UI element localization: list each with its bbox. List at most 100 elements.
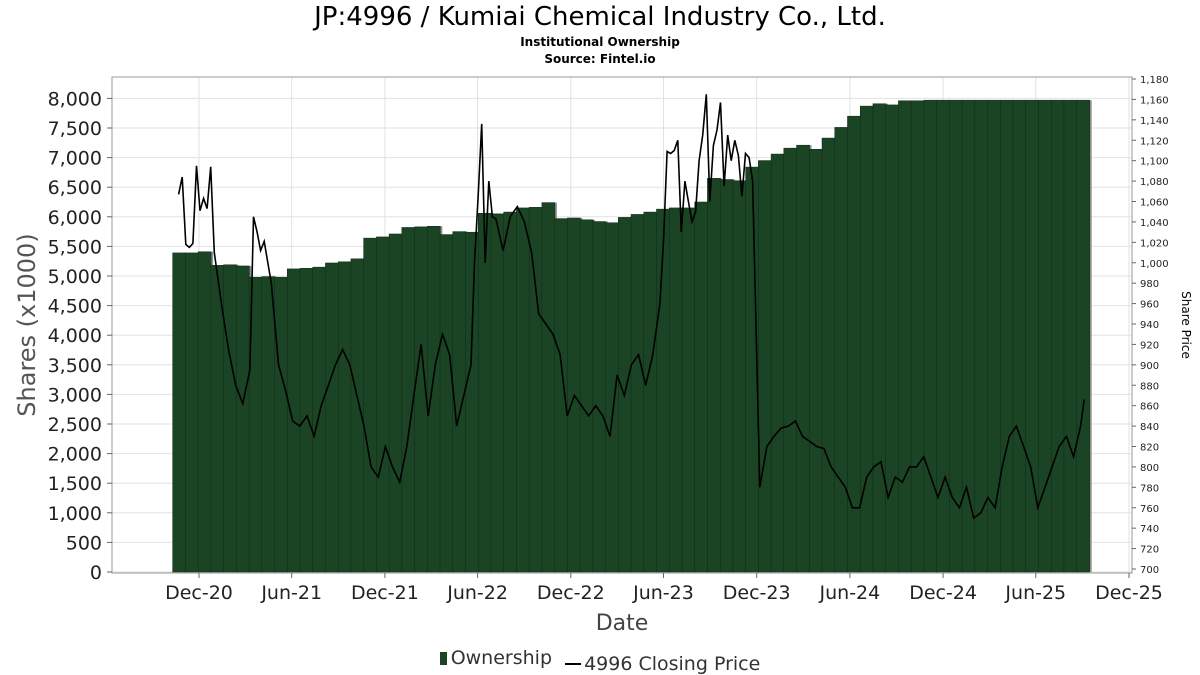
y2-tick-label: 1,100 xyxy=(1140,157,1169,168)
y-tick-label: 500 xyxy=(66,532,102,554)
ownership-bar xyxy=(528,207,543,573)
x-tick-label: Jun-24 xyxy=(819,582,881,604)
ownership-bar xyxy=(554,218,568,573)
ownership-bar xyxy=(465,231,479,573)
ownership-bar xyxy=(758,160,772,573)
y2-tick-label: 1,040 xyxy=(1140,218,1169,229)
x-tick-label: Dec-20 xyxy=(165,582,233,604)
ownership-bar xyxy=(783,147,798,573)
legend-price-label: 4996 Closing Price xyxy=(584,652,761,675)
y2-tick-label: 760 xyxy=(1140,504,1159,515)
ownership-bar xyxy=(541,202,556,573)
y-tick-label: 2,000 xyxy=(48,444,102,466)
y2-tick-label: 1,060 xyxy=(1140,198,1169,209)
legend-price-swatch xyxy=(565,662,582,665)
ownership-bar xyxy=(1012,99,1027,573)
ownership-bar xyxy=(299,268,314,573)
y2-tick-label: 700 xyxy=(1140,565,1159,576)
x-tick-label: Jun-25 xyxy=(1004,582,1066,604)
ownership-bar xyxy=(821,137,836,573)
ownership-bar xyxy=(516,207,530,573)
y-tick-label: 4,000 xyxy=(48,325,102,347)
y2-axis-label: Share Price xyxy=(1179,291,1193,359)
ownership-bar xyxy=(388,233,403,573)
y2-tick-label: 1,020 xyxy=(1140,238,1169,249)
ownership-bar xyxy=(376,236,390,573)
ownership-bar xyxy=(286,268,301,573)
ownership-bar xyxy=(172,252,186,573)
y2-tick-label: 1,080 xyxy=(1140,177,1169,188)
y-tick-label: 2,500 xyxy=(48,414,102,436)
ownership-bar xyxy=(312,266,326,573)
x-tick-label: Dec-21 xyxy=(351,582,419,604)
ownership-bar xyxy=(910,100,925,573)
ownership-bar xyxy=(261,276,276,573)
y-tick-label: 3,500 xyxy=(48,355,102,377)
y-tick-label: 5,000 xyxy=(48,266,102,288)
x-tick-label: Jun-22 xyxy=(446,582,508,604)
y2-tick-label: 740 xyxy=(1140,524,1159,535)
ownership-bar xyxy=(643,211,657,573)
ownership-bar xyxy=(414,226,428,573)
x-tick-label: Dec-24 xyxy=(909,582,977,604)
ownership-bar xyxy=(427,226,441,573)
ownership-bar xyxy=(987,99,1001,573)
chart-subtitle: Institutional Ownership xyxy=(520,35,680,49)
y-tick-label: 7,500 xyxy=(48,118,102,140)
legend: Ownership 4996 Closing Price xyxy=(0,647,1200,675)
y2-tick-label: 800 xyxy=(1140,463,1159,474)
ownership-bar xyxy=(197,251,212,573)
ownership-bar xyxy=(936,99,950,573)
ownership-bar xyxy=(579,219,594,573)
y2-tick-label: 1,140 xyxy=(1140,116,1169,127)
ownership-bar xyxy=(1076,99,1090,573)
x-tick-label: Jun-23 xyxy=(632,582,694,604)
ownership-bar xyxy=(236,265,250,573)
y2-tick-label: 820 xyxy=(1140,443,1159,454)
ownership-bar xyxy=(872,103,887,573)
ownership-bar xyxy=(847,115,861,573)
ownership-bar xyxy=(630,214,645,573)
legend-ownership[interactable]: Ownership xyxy=(439,647,553,669)
ownership-bar xyxy=(859,105,874,573)
chart-title: JP:4996 / Kumiai Chemical Industry Co., … xyxy=(314,2,886,32)
y-tick-label: 4,500 xyxy=(48,296,102,318)
ownership-bar xyxy=(490,213,505,573)
ownership-bar xyxy=(439,234,454,573)
legend-price[interactable]: 4996 Closing Price xyxy=(562,653,760,675)
ownership-bar xyxy=(503,211,517,573)
y-tick-label: 1,500 xyxy=(48,473,102,495)
y2-tick-label: 940 xyxy=(1140,320,1159,331)
ownership-bar xyxy=(223,264,237,573)
ownership-bar xyxy=(1063,99,1078,573)
y2-tick-label: 1,180 xyxy=(1140,75,1169,86)
ownership-bar xyxy=(809,149,823,573)
x-tick-label: Jun-21 xyxy=(260,582,322,604)
y-tick-label: 5,500 xyxy=(48,236,102,258)
ownership-bar xyxy=(923,99,938,573)
y-tick-label: 8,000 xyxy=(48,88,102,110)
price-line xyxy=(177,94,1085,520)
ownership-bars xyxy=(172,99,1092,573)
ownership-bar xyxy=(681,207,696,573)
y-tick-label: 1,000 xyxy=(48,503,102,525)
y-tick-label: 6,000 xyxy=(48,207,102,229)
ownership-bar xyxy=(477,212,492,573)
y2-tick-label: 920 xyxy=(1140,340,1159,351)
y2-tick-label: 960 xyxy=(1140,300,1159,311)
y2-tick-label: 780 xyxy=(1140,483,1159,494)
axes: 8,000 7,500 7,000 6,500 6,000 5,500 5,000 4,500… xyxy=(48,75,1169,604)
ownership-bar xyxy=(1050,99,1065,573)
x-tick-label: Dec-25 xyxy=(1095,582,1163,604)
chart-source: Source: Fintel.io xyxy=(544,52,656,66)
ownership-bar xyxy=(694,201,708,573)
legend-ownership-swatch xyxy=(439,651,447,665)
ownership-bar xyxy=(605,222,619,573)
y2-tick-label: 1,000 xyxy=(1140,259,1169,270)
ownership-bar xyxy=(770,153,785,573)
y2-tick-label: 880 xyxy=(1140,381,1159,392)
y-tick-label: 3,000 xyxy=(48,384,102,406)
y-tick-label: 7,000 xyxy=(48,148,102,170)
legend-ownership-label: Ownership xyxy=(450,647,553,669)
x-tick-label: Dec-22 xyxy=(537,582,605,604)
